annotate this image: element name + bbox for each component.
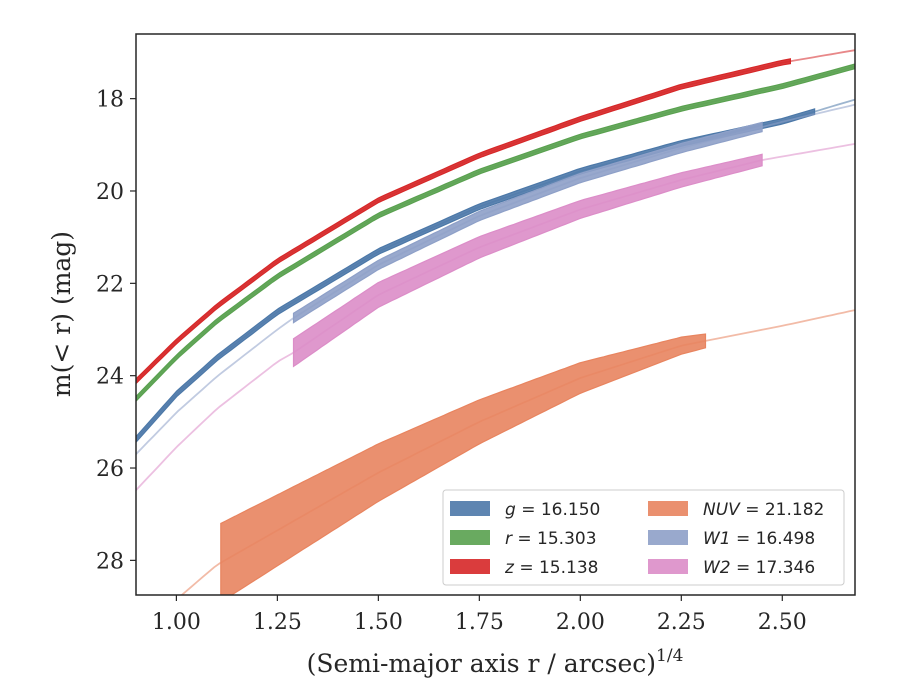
legend-swatch (450, 530, 490, 545)
y-tick-label: 28 (96, 549, 124, 574)
legend-item-r: r = 15.303 (450, 529, 597, 549)
series-W1-band (292, 121, 763, 324)
y-tick-label: 26 (96, 457, 124, 482)
legend-label: W2 = 17.346 (703, 558, 815, 578)
plot-frame (135, 33, 856, 596)
legend: g = 16.150 r = 15.303 z = 15.138 NUV = 21.1… (442, 489, 845, 586)
legend-item-W2: W2 = 17.346 (648, 558, 815, 578)
series-z (136, 49, 855, 385)
legend-label: NUV = 21.182 (703, 500, 824, 520)
legend-frame (442, 489, 845, 586)
x-tick-label: 1.75 (455, 610, 504, 635)
legend-label: g = 16.150 (505, 500, 600, 520)
series-NUV (180, 309, 855, 595)
y-axis: 18 20 22 24 26 28 (96, 88, 136, 574)
y-tick-label: 18 (96, 88, 124, 113)
x-axis-label-exponent: 1/4 (656, 646, 683, 666)
series-W1 (136, 103, 855, 455)
series-W2 (136, 143, 855, 491)
legend-item-z: z = 15.138 (450, 558, 598, 578)
x-tick-label: 1.00 (152, 610, 201, 635)
y-tick-label: 24 (96, 365, 124, 390)
legend-swatch (648, 559, 688, 574)
data-layer (136, 49, 855, 595)
x-tick-label: 1.50 (354, 610, 403, 635)
legend-item-g: g = 16.150 (450, 500, 600, 520)
legend-label: W1 = 16.498 (703, 529, 815, 549)
series-r (136, 63, 855, 402)
legend-item-W1: W1 = 16.498 (648, 529, 815, 549)
x-tick-label: 2.25 (657, 610, 706, 635)
x-axis-label-text: (Semi-major axis r / arcsec) (307, 649, 656, 678)
y-axis-label: m(< r) (mag) (47, 231, 76, 397)
series-z-band (136, 58, 791, 385)
y-tick-label: 22 (96, 272, 124, 297)
legend-item-NUV: NUV = 21.182 (648, 500, 824, 520)
x-axis: 1.00 1.25 1.50 1.75 2.00 2.25 2.50 (152, 595, 807, 635)
x-tick-label: 1.25 (253, 610, 302, 635)
x-axis-label: (Semi-major axis r / arcsec)1/4 (307, 646, 684, 678)
legend-swatch (450, 559, 490, 574)
legend-swatch (648, 501, 688, 516)
series-W2-band (292, 153, 763, 368)
legend-label: z = 15.138 (504, 558, 598, 578)
series-NUV-band (220, 333, 707, 595)
y-tick-label: 20 (96, 180, 124, 205)
x-tick-label: 2.50 (758, 610, 807, 635)
legend-label: r = 15.303 (505, 529, 597, 549)
x-tick-label: 2.00 (556, 610, 605, 635)
legend-swatch (450, 501, 490, 516)
series-r-band (136, 63, 855, 402)
legend-swatch (648, 530, 688, 545)
